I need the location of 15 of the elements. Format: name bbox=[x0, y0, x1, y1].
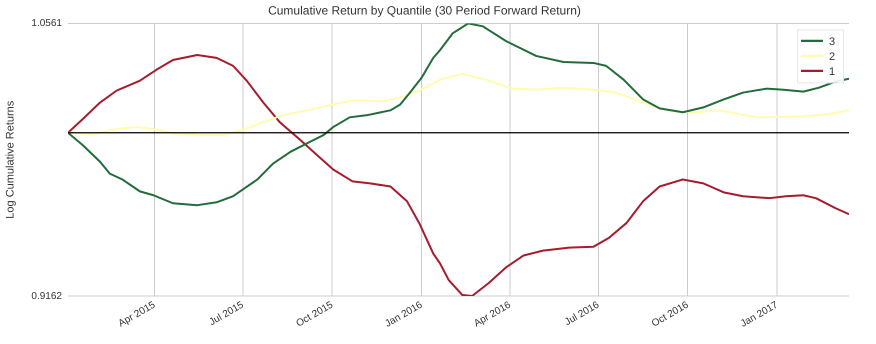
x-tick-label: Apr 2016 bbox=[472, 299, 514, 330]
y-tick-label: 0.9162 bbox=[31, 290, 62, 302]
x-tick-label: Jan 2016 bbox=[383, 299, 425, 330]
y-axis-title: Log Cumulative Returns bbox=[4, 100, 17, 219]
legend-label: 3 bbox=[829, 36, 836, 48]
y-tick-label: 1.0561 bbox=[31, 18, 62, 30]
x-tick-label: Oct 2015 bbox=[294, 299, 336, 330]
x-tick-label: Jul 2016 bbox=[563, 299, 602, 328]
chart-title: Cumulative Return by Quantile (30 Period Forward Return) bbox=[268, 4, 581, 18]
legend-label: 1 bbox=[829, 66, 836, 78]
legend-label: 2 bbox=[829, 50, 836, 63]
x-tick-label: Jan 2017 bbox=[738, 299, 780, 330]
x-tick-label: Oct 2016 bbox=[650, 299, 691, 330]
x-tick-label: Jul 2015 bbox=[207, 299, 246, 328]
x-tick-label: Apr 2015 bbox=[116, 299, 158, 330]
